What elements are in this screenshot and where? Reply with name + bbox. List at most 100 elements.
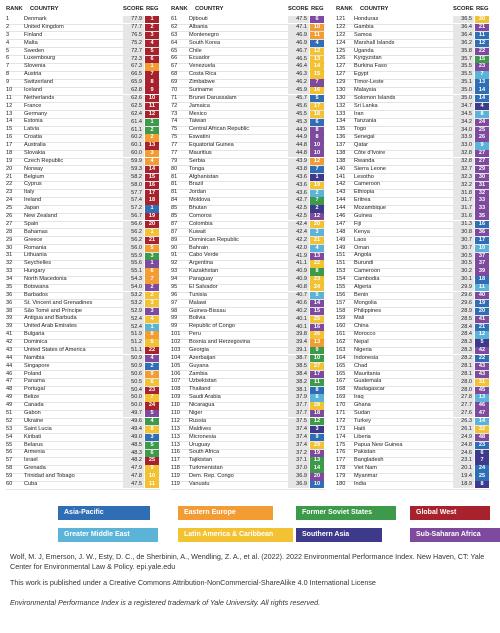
score: 50.9 [123, 362, 144, 371]
score: 50.0 [123, 394, 144, 402]
row-separator [336, 252, 490, 254]
country: Niger [189, 410, 203, 416]
country: Slovenia [24, 63, 46, 70]
region-rank: 14 [475, 95, 489, 103]
score: 47.8 [123, 473, 144, 481]
license: This work is published under a Creative … [10, 578, 376, 587]
country: Luxembourg [24, 55, 56, 62]
rank: 44 [6, 362, 13, 369]
region-rank: 28 [310, 402, 324, 410]
rank: 46 [6, 370, 13, 377]
rank: 42 [6, 339, 13, 346]
region-rank: 23 [145, 386, 159, 394]
region-rank: 31 [475, 378, 489, 386]
country: Iceland [24, 86, 43, 93]
country: Spain [24, 220, 39, 227]
rank: 17 [6, 142, 13, 149]
row-separator [6, 62, 160, 64]
country: Central African Republic [189, 126, 250, 133]
region-rank: 22 [475, 355, 489, 363]
region-rank: 6 [310, 16, 324, 24]
region-rank: 2 [145, 284, 159, 292]
row-separator [6, 126, 160, 128]
score: 36.2 [453, 39, 474, 48]
rank: 116 [171, 449, 180, 456]
region-rank: 8 [145, 331, 159, 339]
score: 75.2 [123, 39, 144, 48]
rank: 162 [336, 339, 346, 346]
score: 56.2 [123, 236, 144, 245]
row-separator [336, 23, 490, 25]
country: Singapore [24, 362, 50, 369]
country: Taiwan [189, 118, 207, 125]
row-separator [171, 252, 325, 254]
rank: 171 [336, 410, 346, 416]
rank: 77 [171, 142, 178, 149]
country: Russia [189, 417, 207, 424]
score: 46.5 [288, 55, 309, 63]
country: Afghanistan [189, 173, 219, 180]
country: Tanzania [354, 118, 377, 125]
country: Oman [354, 244, 370, 251]
rank: 122 [336, 31, 346, 38]
country: Peru [189, 331, 201, 338]
header-rank: RANK [171, 6, 188, 12]
country: Marshall Islands [354, 39, 395, 46]
row-separator [336, 433, 490, 435]
country: Samoa [354, 31, 372, 38]
row-separator [171, 362, 325, 364]
score: 46.2 [288, 79, 309, 87]
rank: 155 [336, 283, 346, 290]
region-rank: 1 [310, 173, 324, 182]
country: Germany [24, 110, 48, 117]
country: Tajikistan [189, 457, 213, 464]
score: 43.6 [288, 181, 309, 189]
country: Myanmar [354, 473, 378, 480]
country: United Kingdom [24, 23, 64, 30]
region-rank: 37 [475, 252, 489, 260]
rank: 121 [336, 16, 346, 22]
region-rank: 13 [310, 457, 324, 465]
country: Latvia [24, 126, 39, 133]
row-separator [6, 299, 160, 301]
rank: 41 [6, 331, 13, 338]
rank: 36 [6, 299, 13, 306]
country: Eritrea [354, 197, 371, 204]
region-rank: 43 [475, 370, 489, 379]
country: Denmark [24, 16, 47, 22]
row-separator [171, 118, 325, 120]
header-score: SCORE [453, 6, 474, 12]
score: 28.3 [453, 339, 474, 347]
rank: 151 [336, 260, 346, 267]
row-separator [6, 228, 160, 230]
region-rank: 24 [310, 284, 324, 292]
region-rank: 8 [310, 126, 324, 134]
score: 46.9 [288, 39, 309, 48]
country: Chad [354, 362, 368, 369]
row-separator [6, 315, 160, 317]
country: Guatemala [354, 378, 382, 385]
region-rank: 8 [145, 425, 159, 434]
country: Turkey [354, 417, 371, 424]
score: 61.1 [123, 126, 144, 134]
rank: 29 [6, 236, 13, 243]
country: Kazakhstan [189, 268, 219, 275]
row-separator [6, 283, 160, 285]
country: Bahamas [24, 228, 48, 235]
row-separator [171, 417, 325, 419]
row-separator [336, 157, 490, 159]
row-separator [6, 39, 160, 41]
country: Kyrgyzstan [354, 55, 382, 62]
header-country: COUNTRY [360, 6, 389, 12]
score: 41.1 [288, 260, 309, 268]
country: Malawi [189, 299, 207, 306]
region-rank: 21 [475, 24, 489, 32]
region-rank: 16 [145, 181, 159, 189]
region-rank: 6 [145, 449, 159, 457]
score: 40.9 [288, 268, 309, 276]
rank: 103 [171, 346, 181, 353]
rank: 153 [336, 268, 346, 275]
score: 59.3 [123, 165, 144, 174]
country: Brunei Darussalam [189, 94, 237, 101]
region-rank: 13 [475, 79, 489, 87]
